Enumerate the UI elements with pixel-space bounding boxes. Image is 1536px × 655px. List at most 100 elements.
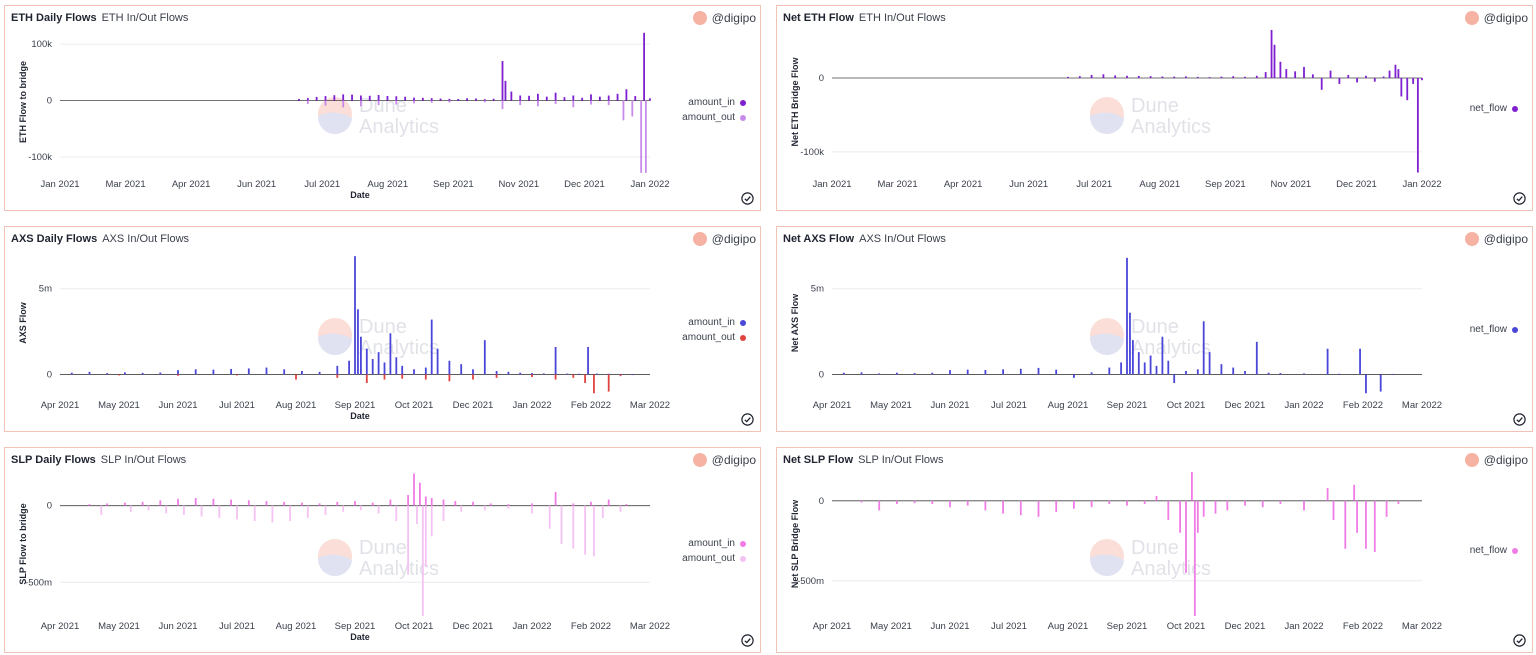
bar[interactable] — [896, 372, 898, 375]
bar[interactable] — [472, 374, 474, 380]
bar[interactable] — [1196, 369, 1199, 375]
bar[interactable] — [1149, 355, 1152, 375]
bar[interactable] — [124, 372, 126, 375]
bar[interactable] — [528, 95, 530, 101]
check-circle-icon[interactable] — [741, 192, 754, 205]
bar[interactable] — [1244, 76, 1246, 78]
bar[interactable] — [401, 374, 404, 379]
bar[interactable] — [395, 505, 398, 522]
bar[interactable] — [1220, 364, 1223, 375]
author[interactable]: @digipo — [1464, 453, 1528, 467]
bar[interactable] — [283, 501, 286, 506]
bar[interactable] — [1019, 500, 1022, 516]
bar[interactable] — [949, 370, 951, 375]
bar[interactable] — [590, 501, 592, 506]
bar[interactable] — [519, 372, 522, 375]
bar[interactable] — [643, 32, 645, 101]
bar[interactable] — [1019, 368, 1022, 375]
bar[interactable] — [913, 500, 916, 504]
bar[interactable] — [106, 503, 109, 506]
bar[interactable] — [572, 505, 575, 549]
bar[interactable] — [607, 100, 610, 106]
bar[interactable] — [354, 256, 356, 375]
bar[interactable] — [878, 373, 881, 375]
bar[interactable] — [472, 501, 474, 506]
bar[interactable] — [265, 367, 268, 375]
bar[interactable] — [1400, 78, 1403, 97]
bar[interactable] — [360, 336, 362, 375]
bar[interactable] — [401, 365, 404, 375]
bar[interactable] — [1255, 75, 1258, 78]
bar[interactable] — [159, 372, 162, 375]
bar[interactable] — [413, 100, 415, 104]
bar[interactable] — [625, 89, 628, 101]
bar[interactable] — [984, 369, 987, 375]
bar[interactable] — [424, 367, 427, 375]
bar[interactable] — [306, 505, 309, 518]
bar[interactable] — [1356, 78, 1358, 83]
bar[interactable] — [1338, 373, 1341, 375]
bar[interactable] — [1155, 496, 1158, 501]
bar[interactable] — [1132, 340, 1134, 375]
bar[interactable] — [537, 100, 539, 107]
bar[interactable] — [236, 374, 238, 376]
bar[interactable] — [966, 500, 969, 506]
bar[interactable] — [365, 348, 368, 375]
bar[interactable] — [842, 372, 845, 375]
bar[interactable] — [306, 100, 309, 104]
bar[interactable] — [598, 96, 601, 101]
bar[interactable] — [1090, 372, 1093, 375]
bar[interactable] — [377, 95, 380, 101]
bar[interactable] — [554, 92, 557, 101]
bar[interactable] — [560, 505, 563, 544]
bar[interactable] — [1303, 500, 1305, 511]
bar[interactable] — [572, 95, 575, 101]
bar[interactable] — [472, 369, 474, 375]
bar[interactable] — [430, 505, 433, 537]
bar[interactable] — [1255, 341, 1258, 375]
bar[interactable] — [159, 500, 162, 506]
check-circle-icon[interactable] — [741, 413, 754, 426]
bar[interactable] — [1320, 78, 1323, 90]
bar[interactable] — [1267, 372, 1270, 375]
panel-title[interactable]: AXS Daily Flows — [11, 233, 98, 245]
bar[interactable] — [1356, 500, 1358, 533]
bar[interactable] — [1365, 500, 1367, 549]
bar[interactable] — [1244, 500, 1246, 506]
bar[interactable] — [419, 482, 421, 506]
bar[interactable] — [118, 374, 120, 376]
bar[interactable] — [1220, 76, 1223, 78]
bar[interactable] — [389, 333, 392, 375]
bar[interactable] — [507, 504, 510, 506]
bar[interactable] — [194, 498, 197, 506]
legend-item-amount-in[interactable]: amount_in — [682, 315, 746, 330]
bar[interactable] — [1137, 75, 1140, 78]
bar[interactable] — [442, 499, 445, 506]
bar[interactable] — [572, 503, 575, 506]
bar[interactable] — [454, 501, 457, 506]
bar[interactable] — [1002, 500, 1004, 514]
bar[interactable] — [495, 374, 498, 378]
bar[interactable] — [1037, 367, 1040, 375]
bar[interactable] — [483, 505, 486, 511]
bar[interactable] — [124, 502, 126, 506]
bar[interactable] — [495, 371, 498, 375]
bar[interactable] — [404, 96, 407, 101]
bar[interactable] — [360, 95, 362, 101]
check-circle-icon[interactable] — [1513, 192, 1526, 205]
bar[interactable] — [336, 374, 339, 378]
bar[interactable] — [416, 505, 418, 525]
bar[interactable] — [596, 373, 598, 375]
bar[interactable] — [1412, 78, 1415, 84]
bar[interactable] — [333, 95, 336, 101]
bar[interactable] — [442, 505, 445, 522]
bar[interactable] — [1421, 78, 1423, 81]
bar[interactable] — [616, 93, 619, 101]
bar[interactable] — [389, 499, 392, 506]
bar[interactable] — [1232, 76, 1235, 78]
bar[interactable] — [413, 97, 415, 101]
bar[interactable] — [1114, 75, 1117, 78]
bar[interactable] — [413, 473, 415, 506]
bar[interactable] — [1303, 373, 1305, 375]
bar[interactable] — [430, 98, 433, 101]
